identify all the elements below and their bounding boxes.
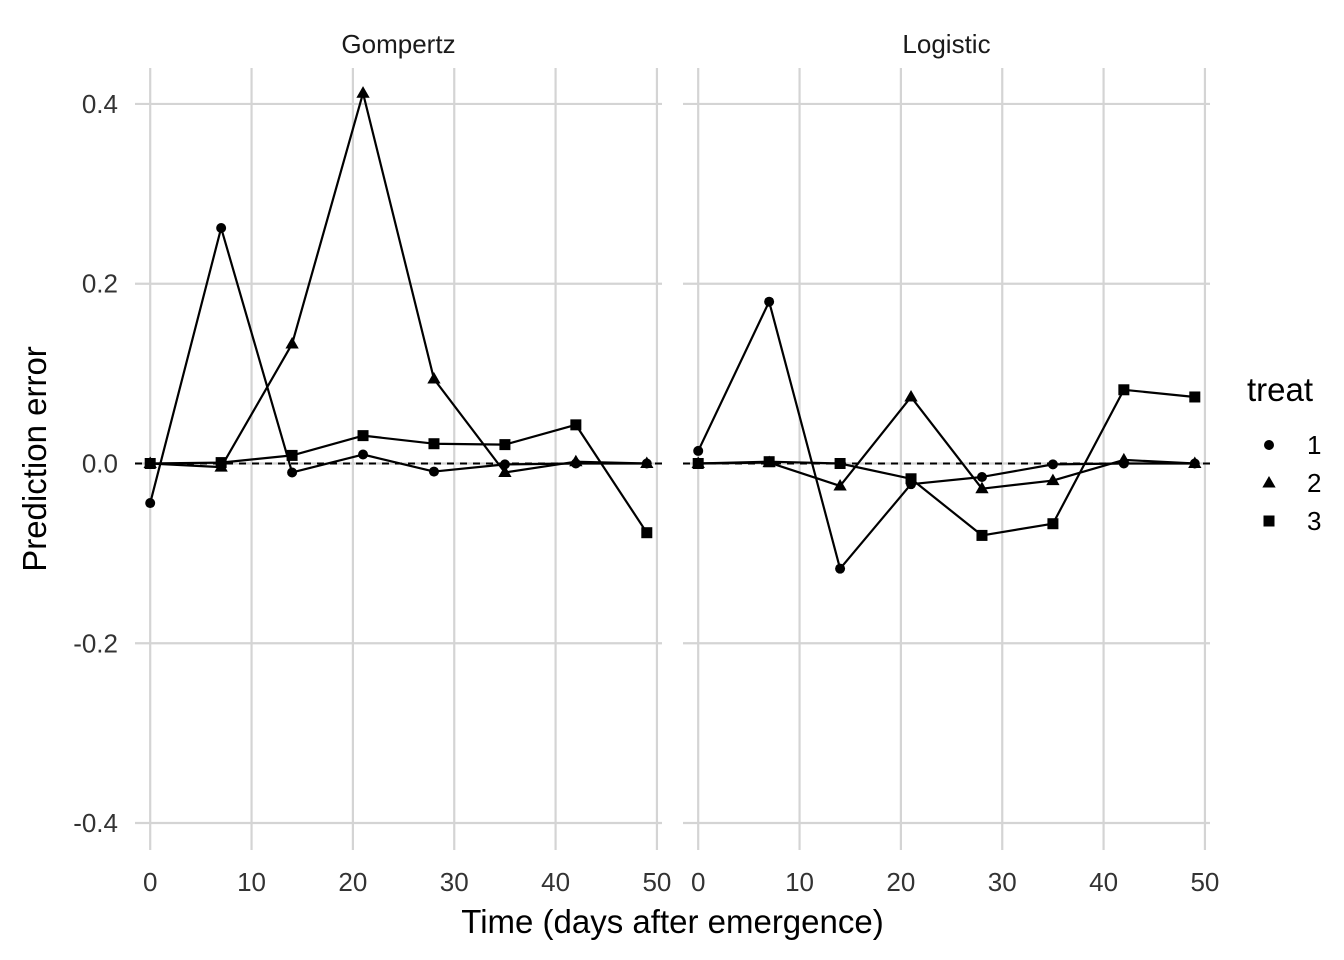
y-axis-title: Prediction error [16, 346, 53, 572]
y-tick-label: 0.0 [82, 448, 118, 478]
data-point-treat-2 [569, 454, 583, 467]
x-tick-label: 40 [1089, 867, 1118, 897]
data-point-treat-3 [570, 419, 582, 431]
data-point-treat-2 [285, 336, 299, 349]
series-line-treat-1 [697, 300, 1195, 570]
legend-title: treat [1247, 371, 1313, 408]
data-point-treat-2 [833, 478, 847, 491]
data-point-treat-3 [428, 438, 440, 450]
legend-label: 1 [1307, 430, 1321, 460]
data-point-treat-1 [145, 498, 156, 509]
x-tick-label: 50 [642, 867, 671, 897]
data-point-treat-3 [286, 449, 298, 461]
data-point-treat-1 [693, 445, 704, 456]
data-point-treat-2 [1117, 452, 1131, 465]
data-point-treat-1 [976, 471, 987, 482]
y-tick-label: 0.4 [82, 89, 118, 119]
y-tick-label: -0.4 [73, 808, 118, 838]
data-point-treat-3 [357, 430, 369, 442]
data-point-treat-3 [976, 529, 988, 541]
data-point-treat-1 [1047, 459, 1058, 470]
data-point-treat-1 [287, 467, 298, 478]
x-tick-label: 40 [541, 867, 570, 897]
x-tick-label: 20 [886, 867, 915, 897]
legend-label: 2 [1307, 468, 1321, 498]
data-point-treat-3 [1047, 518, 1059, 530]
data-point-treat-2 [427, 372, 441, 384]
x-tick-label: 20 [338, 867, 367, 897]
legend: treat 1 2 3 [1247, 371, 1321, 536]
x-tick-label: 0 [691, 867, 705, 897]
data-point-treat-2 [640, 456, 654, 469]
data-point-treat-2 [356, 86, 370, 98]
legend-key-square [1263, 515, 1275, 527]
data-point-treat-3 [499, 439, 511, 451]
data-point-treat-3 [1189, 391, 1201, 403]
data-point-treat-3 [641, 527, 653, 539]
data-point-treat-3 [905, 473, 917, 485]
data-point-treat-1 [499, 459, 510, 470]
series-line-treat-3 [150, 423, 648, 534]
data-point-treat-3 [692, 457, 704, 469]
data-point-treat-2 [1188, 456, 1202, 469]
y-tick-label: 0.2 [82, 269, 118, 299]
x-tick-label: 30 [988, 867, 1017, 897]
legend-key-circle [1264, 440, 1274, 450]
series-line-treat-2 [150, 92, 647, 474]
x-tick-label: 10 [237, 867, 266, 897]
x-tick-label: 10 [785, 867, 814, 897]
data-point-treat-1 [835, 563, 846, 574]
data-point-treat-3 [763, 456, 775, 468]
panel-title: Gompertz [341, 29, 455, 59]
panel-title: Logistic [902, 29, 990, 59]
data-point-treat-3 [144, 457, 156, 469]
data-point-treat-3 [215, 457, 227, 469]
x-axis-title: Time (days after emergence) [461, 903, 883, 940]
data-point-treat-3 [834, 457, 846, 469]
legend-key-triangle [1262, 476, 1276, 488]
data-point-treat-2 [904, 389, 918, 402]
data-point-treat-3 [1118, 384, 1130, 396]
data-point-treat-1 [764, 296, 775, 307]
data-point-treat-2 [1046, 473, 1060, 486]
series-line-treat-2 [698, 395, 1195, 490]
data-point-treat-1 [216, 222, 227, 233]
data-point-treat-1 [358, 449, 369, 460]
data-point-treat-1 [428, 466, 439, 477]
legend-label: 3 [1307, 506, 1321, 536]
x-tick-label: 30 [440, 867, 469, 897]
x-tick-label: 0 [143, 867, 157, 897]
x-tick-label: 50 [1190, 867, 1219, 897]
data-point-treat-2 [975, 481, 989, 494]
y-tick-label: -0.2 [73, 628, 118, 658]
series-line-treat-3 [698, 388, 1195, 537]
data-point-treat-2 [498, 465, 512, 478]
